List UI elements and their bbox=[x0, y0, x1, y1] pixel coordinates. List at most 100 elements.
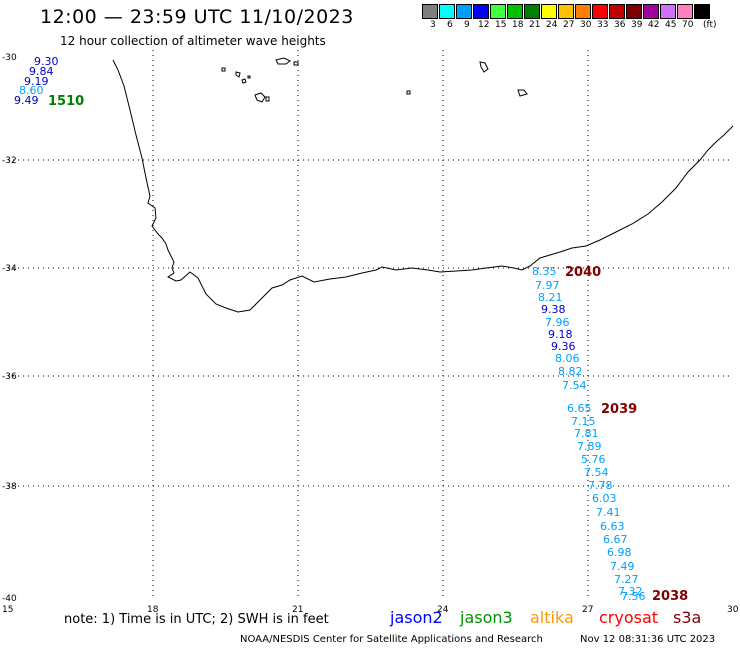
legend-label: 24 bbox=[546, 20, 558, 30]
legend-swatch bbox=[575, 4, 591, 19]
legend-swatch bbox=[626, 4, 642, 19]
wave-height-label: 7.97 bbox=[535, 279, 560, 292]
legend-label: 70 bbox=[682, 20, 694, 30]
lat-label: -30 bbox=[2, 53, 17, 63]
lon-label: 21 bbox=[292, 605, 303, 615]
legend-swatch bbox=[439, 4, 455, 19]
wave-height-label: 7.96 bbox=[545, 316, 570, 329]
lat-label: -36 bbox=[2, 372, 17, 382]
wave-height-label: 6.67 bbox=[603, 533, 628, 546]
wave-height-label: 8.60 bbox=[19, 84, 44, 97]
lon-label: 15 bbox=[2, 605, 13, 615]
lon-label: 27 bbox=[582, 605, 593, 615]
coastline bbox=[112, 59, 734, 313]
legend-swatch bbox=[541, 4, 557, 19]
legend-swatch bbox=[609, 4, 625, 19]
legend-label: 9 bbox=[464, 20, 470, 30]
wave-height-label: 7.54 bbox=[584, 466, 609, 479]
credit-line: NOAA/NESDIS Center for Satellite Applica… bbox=[240, 634, 543, 645]
wave-height-label: 6.03 bbox=[592, 492, 617, 505]
legend-swatch bbox=[677, 4, 693, 19]
track-id-label: 2039 bbox=[601, 402, 637, 417]
track-id-labels: 1510 2040 2039 2038 bbox=[48, 94, 688, 604]
legend-swatch bbox=[694, 4, 710, 19]
legend-label: 15 bbox=[495, 20, 507, 30]
legend-label: 12 bbox=[478, 20, 490, 30]
legend-label: 27 bbox=[563, 20, 575, 30]
lat-label: -38 bbox=[2, 482, 17, 492]
legend-swatch bbox=[473, 4, 489, 19]
map-title: 12:00 — 23:59 UTC 11/10/2023 bbox=[40, 6, 354, 28]
wave-height-label: 8.82 bbox=[558, 365, 583, 378]
legend-swatch bbox=[422, 4, 438, 19]
lon-label: 18 bbox=[147, 605, 159, 615]
islands bbox=[221, 57, 528, 103]
wave-height-label: 6.98 bbox=[607, 546, 632, 559]
wave-height-label: 5.76 bbox=[581, 453, 606, 466]
legend-swatch bbox=[507, 4, 523, 19]
wave-height-label: 9.49 bbox=[14, 94, 39, 107]
legend-label: 39 bbox=[631, 20, 643, 30]
wave-height-label: 9.38 bbox=[541, 303, 566, 316]
lon-label: 30 bbox=[727, 605, 739, 615]
legend-label: 18 bbox=[512, 20, 524, 30]
wave-height-label: 7.32 bbox=[618, 585, 643, 598]
satellite-jason2: jason2 bbox=[390, 608, 443, 627]
legend-swatch bbox=[524, 4, 540, 19]
wave-height-label: 9.36 bbox=[551, 340, 576, 353]
lon-label: 24 bbox=[437, 605, 449, 615]
legend-swatch bbox=[660, 4, 676, 19]
legend-labels: 3 6 9 12 15 18 21 24 27 30 33 36 39 42 45 70 (ft) bbox=[422, 19, 740, 31]
track-id-label: 2040 bbox=[565, 265, 601, 280]
legend-label: 21 bbox=[529, 20, 541, 30]
satellite-altika: altika bbox=[530, 608, 574, 627]
lat-label: -32 bbox=[2, 156, 17, 166]
wave-height-label: 9.18 bbox=[548, 328, 573, 341]
satellite-jason3: jason3 bbox=[460, 608, 513, 627]
legend-label: 30 bbox=[580, 20, 592, 30]
wave-height-label: 7.89 bbox=[577, 440, 602, 453]
wave-height-label: 7.27 bbox=[614, 573, 639, 586]
track-id-label: 2038 bbox=[652, 589, 688, 604]
lat-label: -40 bbox=[2, 594, 17, 604]
legend-label: 6 bbox=[447, 20, 453, 30]
wave-height-label: 8.35 bbox=[532, 265, 557, 278]
generated-timestamp: Nov 12 08:31:36 UTC 2023 bbox=[580, 634, 716, 645]
legend-swatch bbox=[643, 4, 659, 19]
wave-height-label: 7.49 bbox=[610, 560, 635, 573]
wave-height-labels: 9.30 9.84 9.19 8.60 9.49 8.35 7.97 8.21 … bbox=[14, 55, 646, 603]
footer-note: note: 1) Time is in UTC; 2) SWH is in fe… bbox=[64, 612, 329, 627]
satellite-s3a: s3a bbox=[673, 608, 702, 627]
legend-label: 45 bbox=[665, 20, 677, 30]
legend-unit: (ft) bbox=[703, 20, 717, 30]
lat-label: -34 bbox=[2, 264, 17, 274]
wave-height-label: 6.65 bbox=[567, 402, 592, 415]
wave-height-label: 8.06 bbox=[555, 352, 580, 365]
wave-height-label: 9.84 bbox=[29, 65, 54, 78]
legend-label: 33 bbox=[597, 20, 609, 30]
wave-height-label: 9.19 bbox=[24, 75, 49, 88]
legend-swatch bbox=[490, 4, 506, 19]
wave-height-label: 6.63 bbox=[600, 520, 625, 533]
wave-height-label: 7.54 bbox=[562, 379, 587, 392]
graticule bbox=[8, 50, 733, 598]
lon-tick-labels: 15 18 21 24 27 30 bbox=[2, 605, 739, 615]
color-scale-legend: 3 6 9 12 15 18 21 24 27 30 33 36 39 42 45 70 (ft) bbox=[422, 4, 740, 31]
wave-height-label: 7.41 bbox=[596, 506, 621, 519]
legend-swatch bbox=[456, 4, 472, 19]
legend-label: 36 bbox=[614, 20, 626, 30]
wave-height-label: 9.30 bbox=[34, 55, 59, 68]
wave-height-label: 7.78 bbox=[588, 479, 613, 492]
legend-label: 42 bbox=[648, 20, 660, 30]
satellite-cryosat: cryosat bbox=[599, 608, 659, 627]
wave-height-label: 7.15 bbox=[571, 415, 596, 428]
legend-swatch bbox=[558, 4, 574, 19]
track-id-label: 1510 bbox=[48, 94, 84, 109]
legend-swatch bbox=[592, 4, 608, 19]
wave-height-label: 7.81 bbox=[574, 427, 599, 440]
legend-swatches bbox=[422, 4, 740, 19]
wave-height-label: 7.56 bbox=[621, 590, 646, 603]
wave-height-label: 8.21 bbox=[538, 291, 563, 304]
legend-label: 3 bbox=[430, 20, 436, 30]
